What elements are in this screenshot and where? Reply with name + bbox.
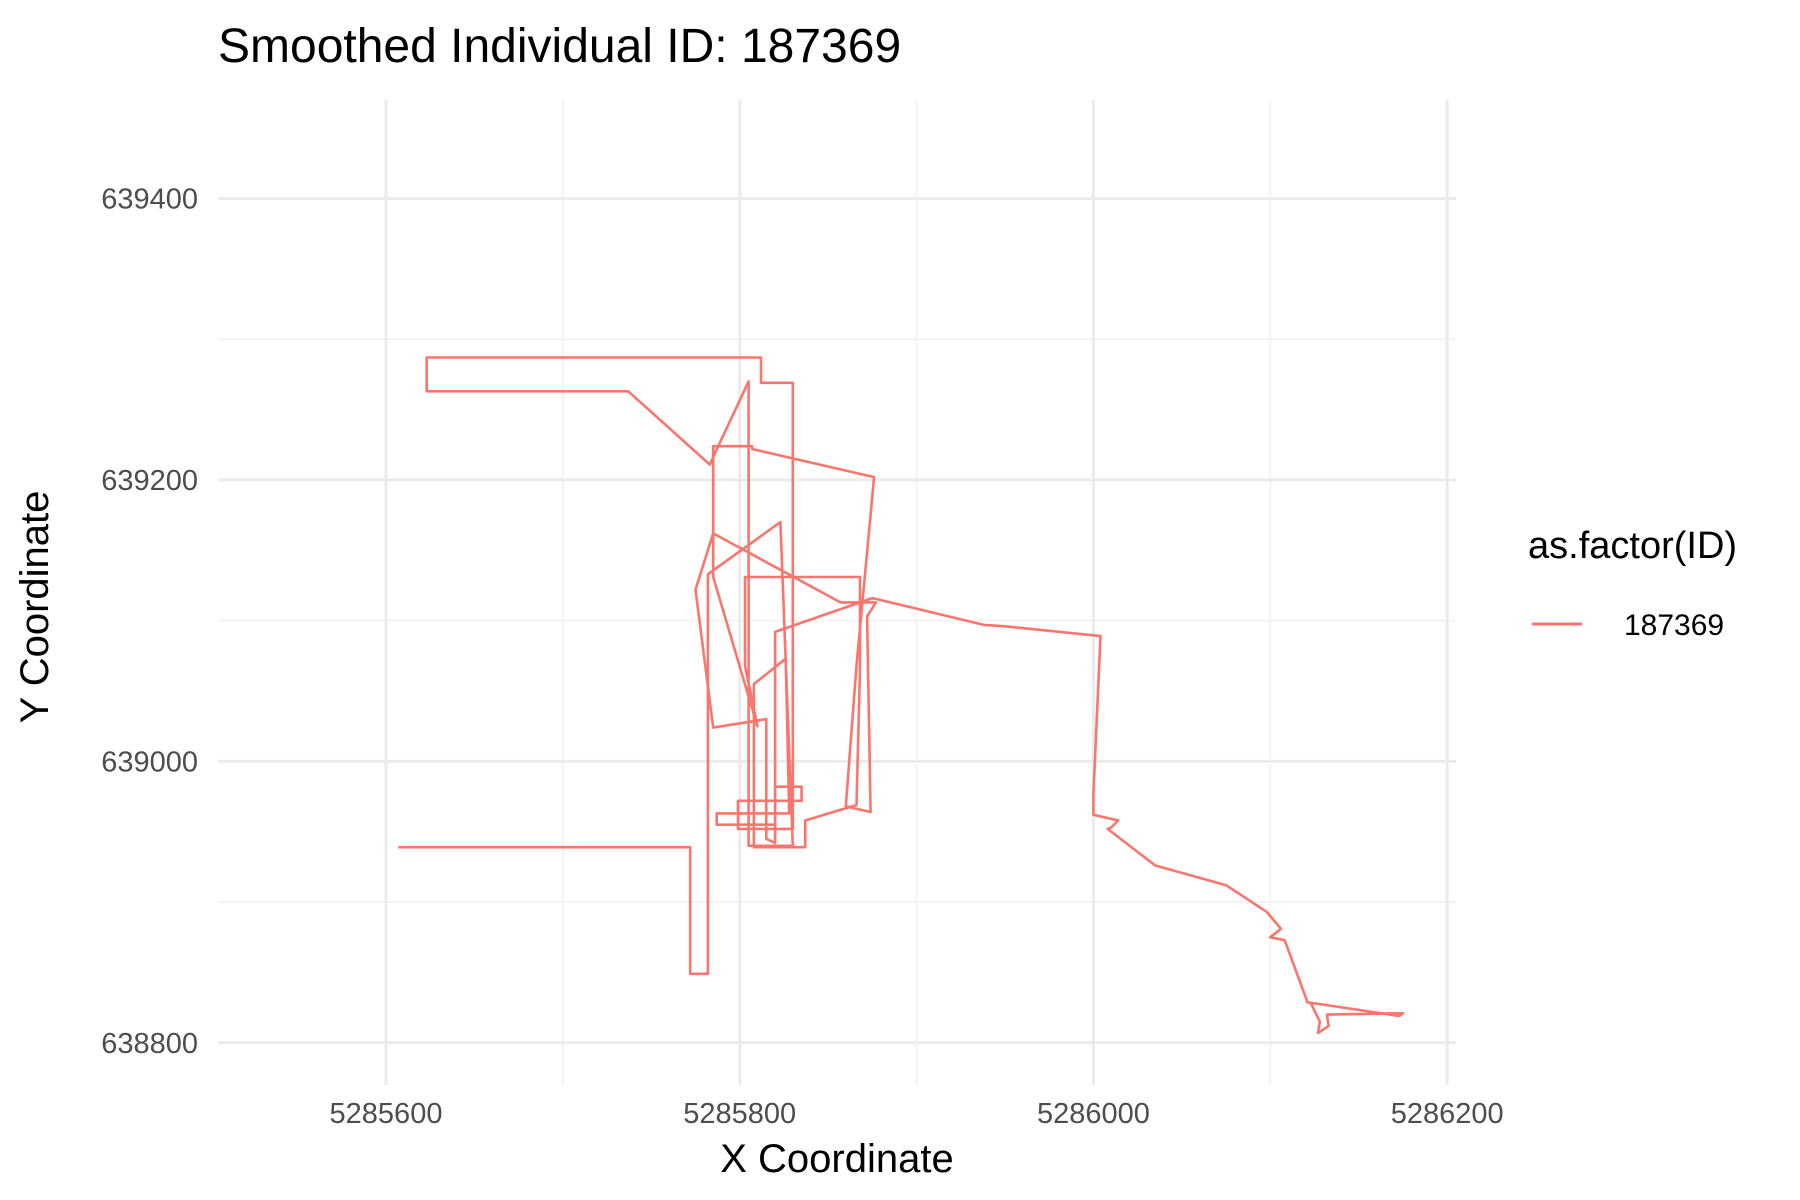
x-tick-label: 5286200 [1391, 1098, 1504, 1130]
legend: as.factor(ID) 187369 [1528, 525, 1737, 642]
y-tick-label: 639400 [101, 184, 198, 216]
x-tick-label: 5285800 [683, 1098, 796, 1130]
y-tick-labels: 638800 639000 639200 639400 [101, 184, 198, 1060]
series-layer [398, 356, 1405, 1035]
y-tick-label: 639200 [101, 465, 198, 497]
y-axis-title: Y Coordinate [13, 491, 57, 724]
x-tick-labels: 5285600 5285800 5286000 5286200 [330, 1098, 1504, 1130]
legend-label-187369: 187369 [1624, 609, 1724, 642]
chart-title: Smoothed Individual ID: 187369 [218, 20, 901, 73]
legend-title: as.factor(ID) [1528, 525, 1737, 567]
x-axis-title: X Coordinate [720, 1137, 953, 1181]
y-tick-label: 639000 [101, 746, 198, 778]
x-tick-label: 5285600 [330, 1098, 443, 1130]
gridlines [218, 100, 1456, 1085]
series-path-187369 [398, 356, 1405, 1035]
x-tick-label: 5286000 [1037, 1098, 1150, 1130]
y-tick-label: 638800 [101, 1028, 198, 1060]
